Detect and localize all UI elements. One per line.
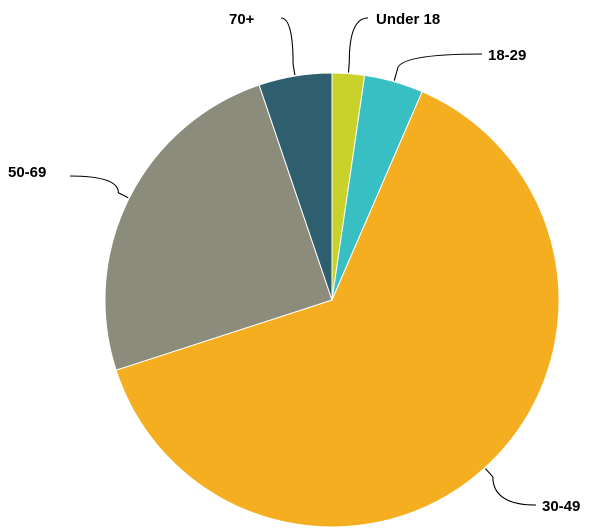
pie-slice-70-plus bbox=[258, 72, 333, 301]
slice-label-under-18: Under 18 bbox=[376, 11, 440, 28]
slice-label-50-69: 50-69 bbox=[8, 164, 46, 181]
slice-label-70-plus: 70+ bbox=[229, 11, 255, 28]
pie-slice-50-69 bbox=[104, 84, 333, 371]
pie-slices bbox=[104, 72, 560, 528]
leader-line-30-49 bbox=[484, 468, 537, 506]
leader-lines bbox=[69, 17, 537, 506]
leader-line-70-plus bbox=[280, 17, 296, 76]
slice-label-30-49: 30-49 bbox=[542, 498, 580, 515]
leader-line-50-69 bbox=[69, 175, 129, 199]
leader-line-18-29 bbox=[393, 53, 483, 81]
slice-label-18-29: 18-29 bbox=[488, 47, 526, 64]
pie-slice-30-49 bbox=[115, 91, 560, 528]
leader-line-under-18 bbox=[347, 17, 369, 73]
